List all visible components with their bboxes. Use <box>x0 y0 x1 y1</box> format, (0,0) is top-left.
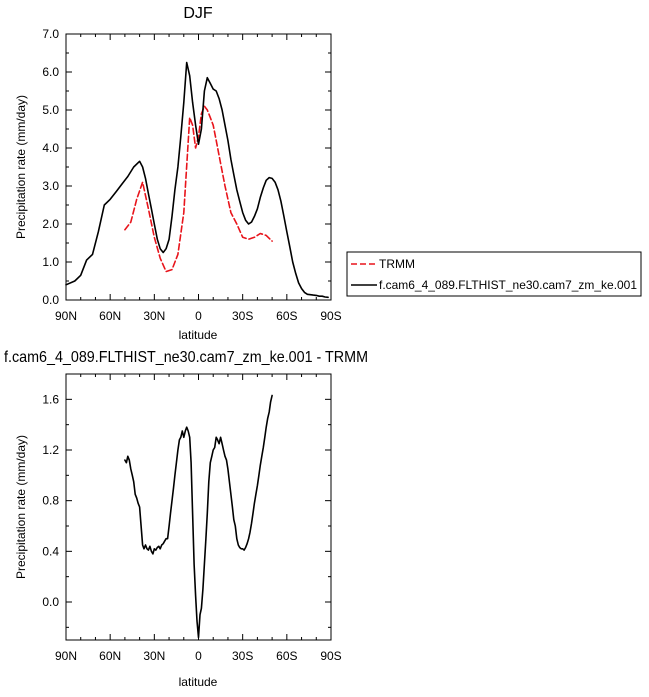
tick-marks <box>65 373 332 640</box>
difference-plot: f.cam6_4_089.FLTHIST_ne30.cam7_zm_ke.001… <box>4 349 368 689</box>
plot-title: DJF <box>183 5 213 22</box>
y-axis-label: Precipitation rate (mm/day) <box>14 95 28 239</box>
legend-entry-model: f.cam6_4_089.FLTHIST_ne30.cam7_zm_ke.001 <box>379 278 637 292</box>
y-tick-label: 5.0 <box>42 103 59 117</box>
series-line-model <box>65 61 329 299</box>
difference-series-line <box>124 394 273 639</box>
x-tick-labels: 90N 60N 30N 0 30S 60S 90S <box>55 309 342 323</box>
x-tick-label: 90S <box>320 649 341 663</box>
plot-frame <box>65 373 332 641</box>
x-axis-label: latitude <box>179 328 218 342</box>
y-tick-label: 4.0 <box>42 141 59 155</box>
legend-entry-trmm: TRMM <box>379 257 415 271</box>
x-tick-label: 30S <box>232 309 253 323</box>
djf-precipitation-plot: DJF 90N 60N 30N 0 30S 60S 90S 0.0 1.0 2.0 3.0 4.0 5… <box>14 5 342 342</box>
x-tick-label: 0 <box>195 649 202 663</box>
y-tick-label: 3.0 <box>42 179 59 193</box>
plot-frame <box>65 33 332 301</box>
y-axis-label: Precipitation rate (mm/day) <box>14 435 28 579</box>
y-tick-label: 7.0 <box>42 27 59 41</box>
y-tick-label: 6.0 <box>42 65 59 79</box>
x-tick-labels: 90N 60N 30N 0 30S 60S 90S <box>55 649 342 663</box>
x-tick-label: 60N <box>99 649 121 663</box>
y-tick-label: 0.0 <box>42 293 59 307</box>
series-layer <box>65 61 329 299</box>
x-tick-label: 30N <box>143 309 165 323</box>
x-tick-label: 60N <box>99 309 121 323</box>
y-tick-label: 1.0 <box>42 255 59 269</box>
y-tick-label: 0.8 <box>42 494 59 508</box>
y-tick-labels: 0.0 1.0 2.0 3.0 4.0 5.0 6.0 7.0 <box>42 27 59 307</box>
y-tick-label: 1.2 <box>42 443 59 457</box>
y-tick-label: 1.6 <box>42 392 59 406</box>
x-tick-label: 60S <box>276 309 297 323</box>
x-tick-label: 30S <box>232 649 253 663</box>
x-tick-label: 90N <box>55 309 77 323</box>
x-tick-label: 0 <box>195 309 202 323</box>
legend-box <box>346 251 642 297</box>
y-tick-label: 0.0 <box>42 595 59 609</box>
x-axis-label: latitude <box>179 675 218 689</box>
series-line-trmm <box>124 105 273 273</box>
plot-title: f.cam6_4_089.FLTHIST_ne30.cam7_zm_ke.001… <box>4 349 368 366</box>
tick-marks <box>65 33 332 301</box>
x-tick-label: 60S <box>276 649 297 663</box>
y-tick-label: 0.4 <box>42 544 59 558</box>
y-tick-label: 2.0 <box>42 217 59 231</box>
series-layer <box>124 394 273 639</box>
y-tick-labels: 0.0 0.4 0.8 1.2 1.6 <box>42 392 59 609</box>
x-tick-label: 30N <box>143 649 165 663</box>
legend: TRMM f.cam6_4_089.FLTHIST_ne30.cam7_zm_k… <box>346 251 642 297</box>
x-tick-label: 90S <box>320 309 341 323</box>
x-tick-label: 90N <box>55 649 77 663</box>
